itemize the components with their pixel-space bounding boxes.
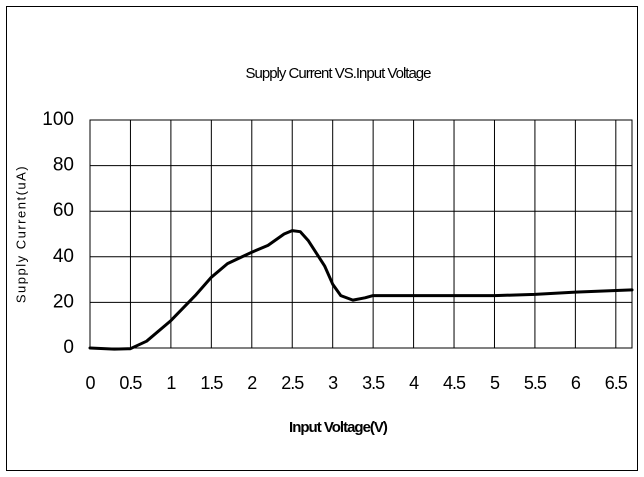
y-tick-label: 40 bbox=[53, 246, 74, 267]
x-tick-label: 2.5 bbox=[281, 373, 304, 393]
x-tick-label: 6.5 bbox=[605, 373, 628, 393]
y-tick-label: 20 bbox=[53, 291, 74, 312]
x-tick-label: 1.5 bbox=[200, 373, 223, 393]
x-axis-label: Input Voltage(V) bbox=[289, 419, 388, 436]
x-tick-label: 3.5 bbox=[362, 373, 385, 393]
x-tick-label: 1 bbox=[166, 373, 176, 393]
y-tick-label: 100 bbox=[42, 109, 74, 130]
x-tick-label: 6 bbox=[571, 373, 581, 393]
x-tick-label: 0 bbox=[85, 373, 95, 393]
y-tick-label: 0 bbox=[63, 337, 74, 358]
y-tick-label: 80 bbox=[53, 155, 74, 176]
x-tick-label: 3 bbox=[328, 373, 338, 393]
x-tick-label: 2 bbox=[247, 373, 257, 393]
x-tick-label: 5 bbox=[490, 373, 500, 393]
x-tick-label: 5.5 bbox=[524, 373, 547, 393]
chart-title: Supply Current VS.Input Voltage bbox=[246, 65, 432, 82]
y-axis-label: Supply Current(uA) bbox=[13, 165, 28, 303]
plot-border bbox=[89, 119, 633, 349]
y-tick-label: 60 bbox=[53, 200, 74, 221]
line-series bbox=[88, 229, 634, 351]
x-tick-label: 0.5 bbox=[119, 373, 142, 393]
x-tick-label: 4.5 bbox=[443, 373, 466, 393]
x-tick-label: 4 bbox=[409, 373, 419, 393]
chart-frame bbox=[6, 6, 638, 471]
